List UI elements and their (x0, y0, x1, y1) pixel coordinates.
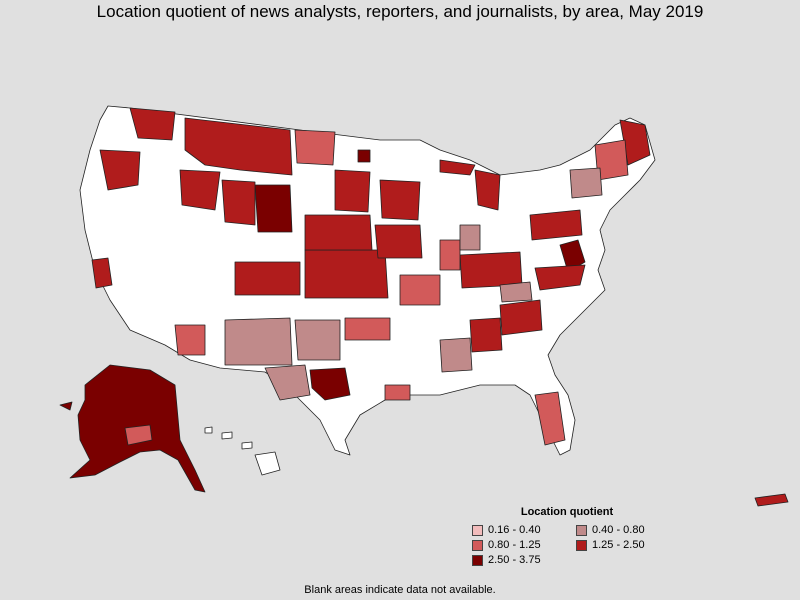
region-upper-peninsula (439, 159, 476, 176)
region-texas-north (294, 319, 341, 361)
region-north-dakota-dark (357, 149, 371, 163)
legend-label-1: 0.16 - 0.40 (488, 524, 541, 536)
region-appalachia (499, 281, 533, 303)
region-carolinas (499, 299, 543, 336)
region-pennsylvania (529, 209, 583, 241)
region-wyoming-dark (254, 184, 293, 233)
region-idaho (179, 169, 221, 211)
legend: Location quotient 0.16 - 0.40 0.40 - 0.8… (472, 506, 672, 566)
region-oklahoma (344, 317, 391, 341)
region-indiana (459, 224, 481, 251)
legend-title: Location quotient (520, 506, 614, 518)
region-iowa (374, 224, 423, 259)
legend-label-3: 0.80 - 1.25 (488, 539, 541, 551)
region-west-texas (264, 364, 311, 401)
region-alabama (439, 337, 473, 373)
legend-label-5: 2.50 - 3.75 (488, 554, 541, 566)
footnote: Blank areas indicate data not available. (304, 584, 496, 596)
legend-swatch-4 (576, 539, 587, 551)
region-north-dakota-east (294, 129, 336, 166)
legend-item-3: 0.80 - 1.25 (472, 539, 576, 551)
legend-grid: 0.16 - 0.40 0.40 - 0.80 0.80 - 1.25 1.25… (472, 524, 672, 566)
legend-item-5: 2.50 - 3.75 (472, 554, 576, 566)
region-wyoming-west (221, 179, 256, 226)
hawaii-kauai (204, 426, 213, 434)
region-virginia (534, 264, 586, 291)
region-washington (129, 107, 176, 141)
region-arizona-south (174, 324, 206, 356)
region-new-york (569, 167, 603, 199)
region-illinois-south (439, 239, 461, 271)
region-minnesota (379, 179, 421, 221)
alaska-kodiak (59, 401, 73, 411)
map-title: Location quotient of news analysts, repo… (96, 2, 704, 21)
region-texas-central-dark (309, 367, 351, 401)
legend-item-2: 0.40 - 0.80 (576, 524, 676, 536)
alaska-south-central (124, 424, 153, 446)
region-california-central (91, 257, 113, 289)
region-louisiana (384, 384, 411, 401)
legend-swatch-3 (472, 539, 483, 551)
region-ohio-valley (459, 251, 523, 289)
region-oregon (99, 149, 141, 191)
region-nebraska (304, 214, 373, 251)
region-kansas (304, 249, 389, 299)
legend-swatch-1 (472, 524, 483, 536)
hawaii-maui (241, 441, 253, 450)
hawaii-oahu (221, 431, 233, 440)
region-montana (184, 117, 293, 176)
region-missouri (399, 274, 441, 306)
legend-item-4: 1.25 - 2.50 (576, 539, 676, 551)
region-florida (534, 391, 566, 446)
legend-item-1: 0.16 - 0.40 (472, 524, 576, 536)
legend-swatch-2 (576, 524, 587, 536)
region-colorado (234, 261, 301, 296)
region-michigan (474, 169, 501, 211)
legend-label-4: 1.25 - 2.50 (592, 539, 645, 551)
hawaii-big-island (254, 451, 281, 476)
region-new-mexico (224, 317, 293, 366)
region-south-dakota (334, 169, 371, 213)
legend-label-2: 0.40 - 0.80 (592, 524, 645, 536)
legend-swatch-5 (472, 554, 483, 566)
region-mid-atlantic-dark (559, 239, 586, 273)
region-georgia (469, 317, 503, 353)
puerto-rico (754, 493, 789, 507)
